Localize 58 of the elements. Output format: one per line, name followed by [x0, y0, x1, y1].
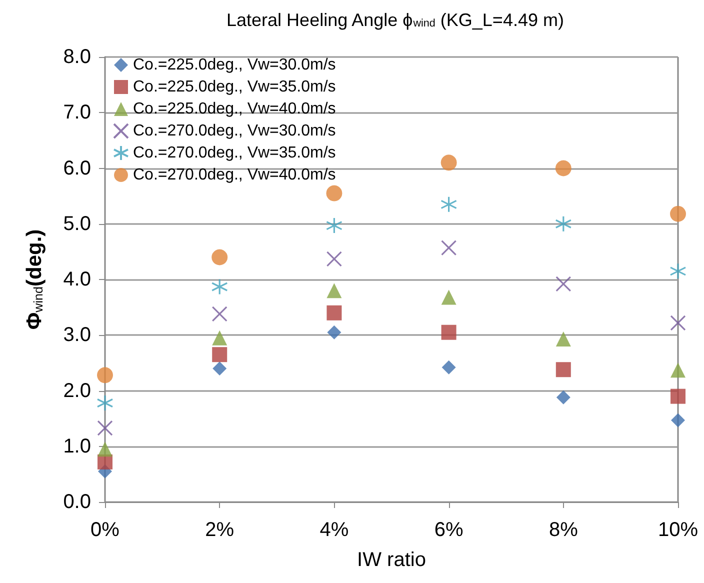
point [440, 154, 457, 171]
point [670, 315, 686, 331]
point [556, 362, 571, 378]
point [555, 216, 572, 232]
x-tick-label: 6% [434, 519, 464, 541]
y-tick-label: 8.0 [63, 46, 91, 68]
x-tick-label: 8% [548, 519, 578, 541]
legend-label: Co.=225.0deg., Vw=30.0m/s [133, 56, 336, 74]
point [441, 240, 457, 256]
x-tick-label: 4% [320, 519, 349, 541]
point [440, 196, 458, 213]
point [326, 305, 342, 320]
point [97, 367, 113, 384]
y-tick-label: 4.0 [63, 268, 91, 290]
y-tick-label: 7.0 [63, 102, 91, 124]
point [326, 217, 342, 234]
x-tick-label: 2% [205, 519, 234, 541]
point [212, 306, 228, 322]
y-tick-label: 3.0 [63, 324, 91, 346]
x-tick-label: 10% [658, 519, 698, 541]
point [212, 347, 228, 362]
y-tick-label: 2.0 [63, 380, 91, 402]
point [326, 251, 342, 267]
x-axis-title: IW ratio [357, 549, 426, 571]
point [670, 362, 686, 378]
legend-label: Co.=225.0deg., Vw=35.0m/s [133, 78, 336, 96]
point [670, 262, 686, 280]
point [212, 362, 227, 376]
point [670, 206, 686, 222]
y-tick-label: 1.0 [63, 435, 91, 458]
point [442, 360, 456, 374]
point [212, 330, 228, 346]
point [670, 388, 686, 404]
y-tick-label: 0.0 [63, 491, 91, 513]
point [211, 278, 228, 296]
y-axis-title: Φwind(deg.) [23, 229, 46, 330]
legend-label: Co.=270.0deg., Vw=30.0m/s [133, 122, 336, 140]
point [327, 325, 342, 340]
legend-label: Co.=270.0deg., Vw=40.0m/s [133, 166, 336, 184]
point [671, 413, 685, 428]
chart-title: Lateral Heeling Angle ϕwind (KG_L=4.49 m) [226, 10, 564, 30]
point [212, 249, 228, 266]
point [441, 324, 456, 340]
y-tick-label: 5.0 [63, 212, 91, 235]
legend-label: Co.=270.0deg., Vw=35.0m/s [133, 144, 336, 162]
point [96, 394, 114, 412]
point [326, 185, 342, 202]
point [556, 276, 572, 292]
point [97, 420, 113, 436]
point [326, 283, 342, 298]
legend-label: Co.=225.0deg., Vw=40.0m/s [133, 100, 336, 118]
point [98, 442, 112, 457]
x-tick-label: 0% [90, 519, 120, 541]
point [556, 332, 571, 347]
point [555, 160, 572, 176]
y-tick-label: 6.0 [63, 157, 91, 180]
point [441, 290, 456, 305]
point [556, 390, 570, 404]
